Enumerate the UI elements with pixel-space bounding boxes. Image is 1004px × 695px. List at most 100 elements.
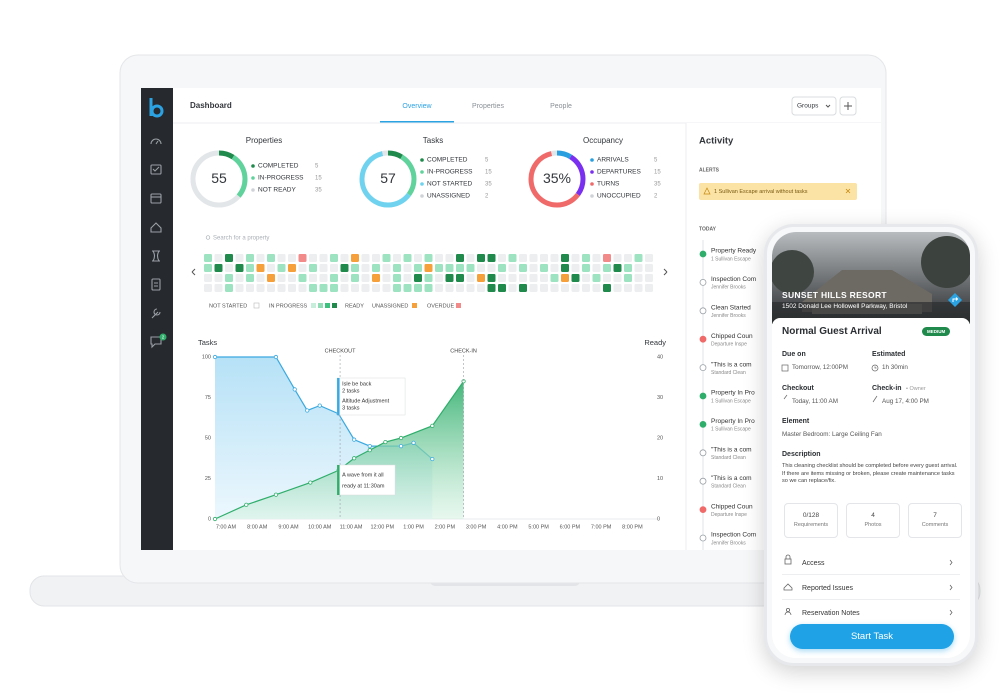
- stat-box[interactable]: 7 Comments: [908, 503, 962, 538]
- legend-swatch: [318, 303, 323, 308]
- property-cell: [498, 274, 506, 282]
- section-row[interactable]: Reservation Notes: [782, 604, 960, 624]
- tab[interactable]: People: [550, 103, 572, 110]
- summary-title: Properties: [246, 136, 282, 145]
- property-cell: [582, 284, 590, 292]
- property-cell: [435, 254, 443, 262]
- property-cell: [645, 284, 653, 292]
- property-cell: [246, 274, 254, 282]
- x-tick-label: 6:00 PM: [560, 524, 581, 530]
- point: [398, 435, 404, 441]
- activity-title: Chipped Coun: [711, 333, 753, 340]
- checkin-note: • Owner: [906, 386, 926, 392]
- arrow-left[interactable]: [191, 268, 196, 276]
- legend-label: TURNS: [597, 181, 620, 188]
- due-value: Tomorrow, 12:00PM: [792, 364, 848, 371]
- x-tick-label: 9:00 AM: [278, 524, 299, 530]
- activity-title: Chipped Coun: [711, 503, 753, 510]
- property-cell: [382, 274, 391, 282]
- property-cell: [529, 274, 538, 282]
- stat-value: 4: [871, 512, 875, 519]
- property-cell: [288, 254, 296, 262]
- property-cell: [592, 254, 601, 262]
- property-cell: [298, 264, 307, 272]
- property-cell: [424, 254, 433, 262]
- alert[interactable]: [699, 183, 857, 200]
- property-cell: [645, 274, 653, 282]
- property-cell: [561, 264, 569, 272]
- summary-title: Tasks: [423, 136, 443, 145]
- search-placeholder[interactable]: Search for a property: [213, 236, 269, 242]
- activity-title: "This is a com: [711, 447, 752, 454]
- property-cell: [288, 284, 296, 292]
- point: [430, 456, 435, 462]
- tab[interactable]: Properties: [472, 103, 504, 110]
- section-icons: [783, 554, 953, 616]
- priority-badge: MEDIUM: [922, 327, 951, 336]
- property-cell: [540, 264, 548, 272]
- stat-value: 0/128: [802, 512, 820, 519]
- arrow-right[interactable]: [663, 268, 668, 276]
- activity-subtitle: Jennifer Brooks: [711, 285, 746, 291]
- tab[interactable]: Overview: [402, 103, 432, 110]
- alert-close[interactable]: [845, 188, 851, 194]
- property-name: SUNSET HILLS RESORT: [782, 290, 887, 300]
- property-cell: [634, 264, 643, 272]
- legend-dot: [420, 158, 424, 162]
- summary-center: 57: [380, 170, 396, 186]
- property-cell: [571, 264, 580, 272]
- legend-count: 5: [315, 164, 319, 170]
- point: [273, 492, 279, 497]
- property-cell: [592, 264, 601, 272]
- section-row[interactable]: Access: [782, 554, 960, 575]
- property-cell: [582, 254, 590, 262]
- element-value: Master Bedroom: Large Ceiling Fan: [782, 431, 882, 438]
- property-cell: [298, 274, 307, 282]
- legend-label: UNASSIGNED: [427, 193, 470, 200]
- property-cell: [571, 254, 580, 262]
- legend-dot: [420, 182, 424, 186]
- x-tick-label: 1:00 PM: [403, 524, 424, 530]
- start-task-button[interactable]: Start Task: [790, 624, 954, 649]
- groups-button[interactable]: [791, 96, 837, 116]
- stat-box[interactable]: 0/128 Requirements: [784, 503, 838, 538]
- activity-title: Property In Pro: [711, 418, 755, 425]
- point: [367, 443, 372, 449]
- property-cell: [519, 274, 527, 282]
- legend-swatch: [332, 303, 337, 308]
- point: [411, 440, 416, 445]
- property-cell: [487, 254, 496, 262]
- property-cell: [456, 264, 464, 272]
- x-tick-label: 7:00 AM: [216, 524, 237, 530]
- activity-subtitle: Standard Clean: [711, 484, 746, 490]
- directions-icon[interactable]: [948, 293, 962, 307]
- legend-count: 15: [315, 176, 322, 182]
- y-tick-label: 100: [202, 354, 211, 360]
- property-cell: [603, 274, 611, 282]
- property-cell: [246, 254, 254, 262]
- property-cell: [561, 274, 569, 282]
- property-cell: [330, 254, 338, 262]
- legend-label: IN-PROGRESS: [427, 169, 473, 176]
- property-cell: [372, 284, 380, 292]
- property-cell: [256, 284, 265, 292]
- legend-dot: [251, 176, 255, 180]
- stat-box[interactable]: 4 Photos: [846, 503, 900, 538]
- tooltip: [336, 464, 396, 496]
- logo: [149, 98, 164, 118]
- property-cell: [477, 274, 485, 282]
- property-cell: [582, 264, 590, 272]
- property-cell: [298, 284, 307, 292]
- property-cell: [645, 254, 653, 262]
- tooltip-bar: [337, 465, 340, 495]
- property-cell: [340, 284, 349, 292]
- tooltip-line: ready at 11:30am: [342, 483, 385, 489]
- x-tick-label: 8:00 PM: [622, 524, 643, 530]
- activity-title: Inspection Com: [711, 276, 756, 283]
- property-cell: [319, 264, 328, 272]
- property-cell: [393, 284, 401, 292]
- property-cell: [361, 284, 370, 292]
- activity-subtitle: 1 Sullivan Escape: [711, 398, 751, 404]
- section-row[interactable]: Reported Issues: [782, 579, 960, 600]
- property-cell: [424, 284, 433, 292]
